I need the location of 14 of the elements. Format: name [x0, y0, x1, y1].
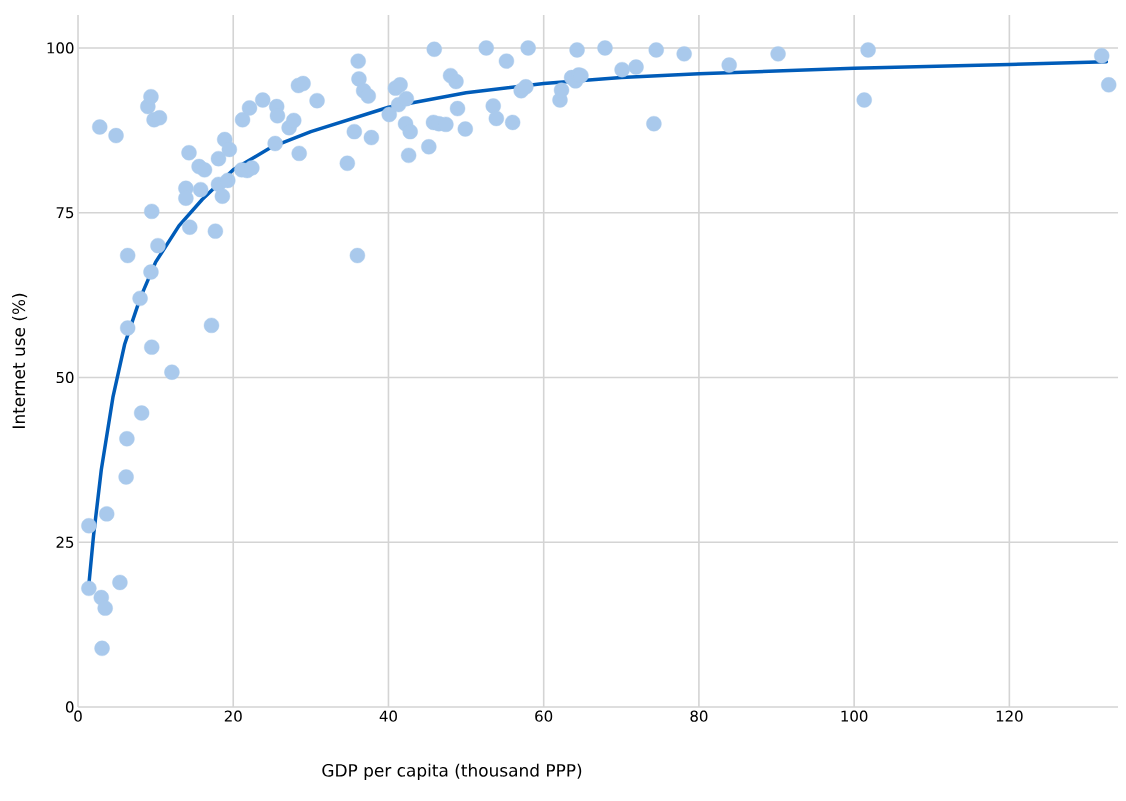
- x-tick-label: 100: [841, 710, 868, 722]
- x-tick-label: 0: [74, 710, 82, 722]
- y-tick-label: 0: [65, 701, 74, 713]
- x-axis-title: GDP per capita (thousand PPP): [322, 763, 582, 781]
- y-axis-title: Internet use (%): [12, 293, 28, 428]
- x-tick-label: 40: [379, 710, 397, 722]
- x-tick-label: 20: [224, 710, 242, 722]
- x-tick-label: 60: [535, 710, 553, 722]
- x-tick-label: 120: [996, 710, 1023, 722]
- y-tick-label: 50: [56, 371, 74, 384]
- x-tick-label: 80: [690, 710, 708, 722]
- y-tick-label: 75: [56, 207, 74, 219]
- y-tick-label: 100: [47, 42, 74, 54]
- y-tick-label: 25: [56, 536, 74, 548]
